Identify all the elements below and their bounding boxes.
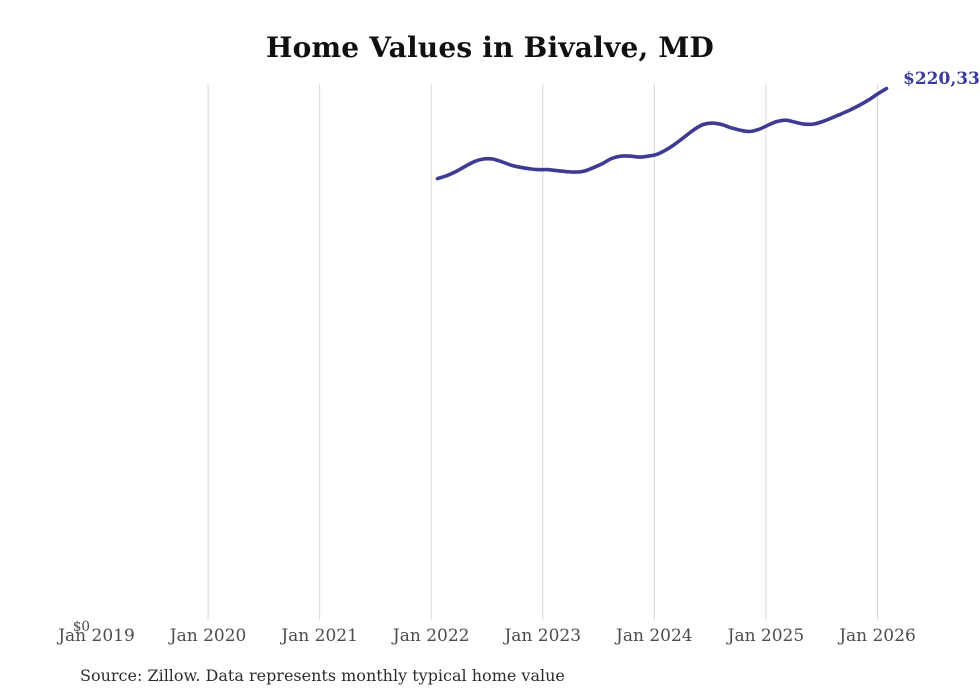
x-tick-label: Jan 2020	[168, 626, 247, 646]
x-tick-label: Jan 2025	[726, 626, 805, 646]
x-tick-label: Jan 2019	[56, 626, 135, 646]
y-zero-label: $0	[73, 619, 90, 635]
home-value-line	[435, 86, 889, 181]
x-tick-label: Jan 2026	[837, 626, 916, 646]
x-tick-label: Jan 2022	[391, 626, 470, 646]
x-tick-label: Jan 2023	[502, 626, 581, 646]
x-tick-label: Jan 2024	[614, 626, 693, 646]
source-note: Source: Zillow. Data represents monthly …	[80, 666, 565, 685]
chart-title: Home Values in Bivalve, MD	[265, 31, 715, 64]
x-tick-label: Jan 2021	[279, 626, 358, 646]
latest-value-label: $220,339	[903, 69, 980, 89]
